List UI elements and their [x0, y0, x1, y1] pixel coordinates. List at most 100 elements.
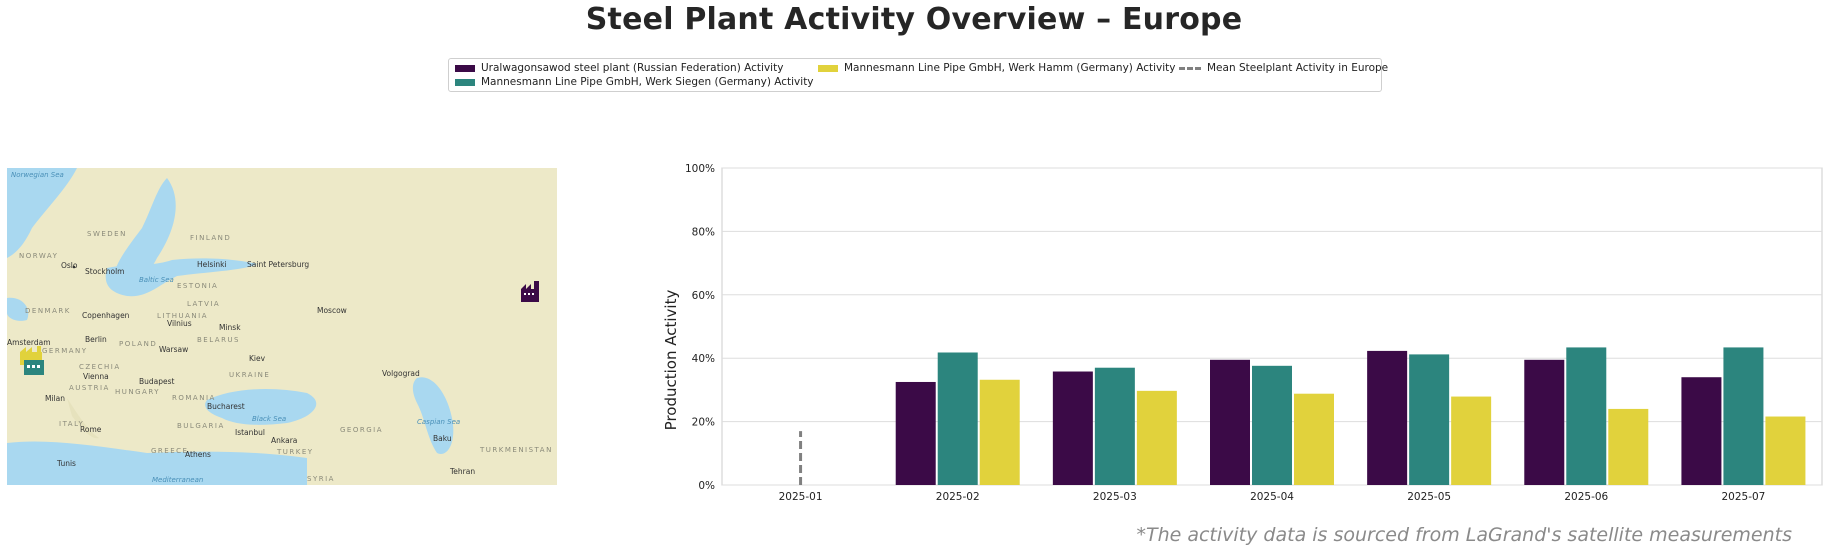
map-label-sea: Caspian Sea	[417, 418, 460, 426]
marker-uralwagonsawod-roof	[521, 284, 531, 289]
caspian-sea-water	[412, 377, 454, 454]
marker-window	[528, 293, 530, 295]
map-land	[7, 168, 557, 485]
bar	[1252, 365, 1292, 485]
map-label-sea: Mediterranean	[152, 476, 203, 484]
map-label-city: Vienna	[83, 372, 109, 381]
bar	[1524, 359, 1565, 485]
y-tick-label: 60%	[692, 290, 715, 302]
y-tick-label: 0%	[698, 480, 715, 492]
marker-uralwagonsawod-body	[521, 289, 539, 302]
map-label-city: Tehran	[449, 467, 475, 476]
legend-swatch	[455, 78, 475, 86]
marker-window	[524, 293, 526, 295]
mediterranean-water	[7, 441, 307, 485]
x-tick-label: 2025-04	[1250, 491, 1294, 500]
x-tick-label: 2025-01	[779, 491, 823, 500]
map-label-city: Rome	[80, 425, 102, 434]
marker-hamm-chimney	[37, 346, 41, 354]
marker-hamm-roof	[20, 347, 32, 352]
bar	[1367, 350, 1408, 485]
map-label-country: GEORGIA	[340, 426, 383, 434]
north-sea-water	[7, 297, 29, 321]
legend-label: Mannesmann Line Pipe GmbH, Werk Hamm (Ge…	[844, 62, 1176, 74]
marker-window	[532, 293, 534, 295]
legend-swatch	[818, 64, 838, 72]
map-label-country: HUNGARY	[115, 388, 160, 396]
factory-icon[interactable]	[521, 281, 539, 302]
legend-swatch	[455, 64, 475, 72]
map-label-city: Copenhagen	[82, 311, 130, 320]
map-label-country: UKRAINE	[229, 371, 270, 379]
legend-label: Mean Steelplant Activity in Europe	[1207, 62, 1389, 74]
europe-map[interactable]: Norwegian Sea Baltic Sea Black Sea Caspi…	[7, 168, 557, 485]
map-label-city: Milan	[45, 394, 65, 403]
map-label-city: Warsaw	[159, 345, 188, 354]
y-tick-label: 100%	[685, 163, 715, 175]
chart-canvas: 0% 20% 40% 60% 80% 100% 2025-01 2025-02 2025-03 2…	[662, 163, 1823, 503]
map-label-city: Berlin	[85, 335, 107, 344]
legend-label: Mannesmann Line Pipe GmbH, Werk Siegen (…	[481, 76, 814, 88]
footnote: *The activity data is sourced from LaGra…	[1136, 524, 1792, 546]
factory-icon[interactable]	[24, 360, 44, 375]
chart-title: Steel Plant Activity Overview – Europe	[585, 2, 1243, 37]
map-label-sea: Black Sea	[252, 415, 286, 423]
map-label-country: NORWAY	[19, 252, 58, 260]
map-label-city: Athens	[185, 450, 211, 459]
bar	[1210, 359, 1250, 485]
map-label-city: Bucharest	[207, 402, 245, 411]
map-label-country: GREECE	[151, 447, 188, 455]
map-label-city: Kiev	[249, 354, 266, 363]
map-label-country: CZECHIA	[79, 363, 121, 371]
black-sea-water	[205, 388, 317, 425]
bar	[1765, 416, 1806, 485]
legend: Uralwagonsawod steel plant (Russian Fede…	[448, 58, 1388, 92]
map-label-country: TURKEY	[276, 448, 314, 456]
bar	[937, 352, 978, 485]
legend-label: Uralwagonsawod steel plant (Russian Fede…	[481, 62, 784, 74]
map-label-city: Vilnius	[167, 319, 192, 328]
y-tick-label: 20%	[692, 417, 715, 429]
x-tick-label: 2025-06	[1564, 491, 1608, 500]
bar	[979, 379, 1020, 485]
marker-window	[27, 365, 30, 368]
map-label-country: SWEDEN	[87, 230, 127, 238]
map-label-country: LITHUANIA	[157, 312, 208, 320]
map-label-city: Budapest	[139, 377, 175, 386]
map-label-country: ESTONIA	[177, 282, 218, 290]
map-label-country: ROMANIA	[172, 394, 216, 402]
map-label-city: Ankara	[271, 436, 297, 445]
map-label-city: Oslo	[61, 261, 78, 270]
marker-window	[32, 365, 35, 368]
bar	[1294, 393, 1334, 485]
map-label-country: LATVIA	[187, 300, 220, 308]
map-canvas: Norwegian Sea Baltic Sea Black Sea Caspi…	[7, 168, 557, 485]
marker-uralwagonsawod-chimney	[534, 281, 539, 291]
map-label-country: BELARUS	[197, 336, 240, 344]
city-dot	[72, 265, 76, 269]
map-label-country: BULGARIA	[177, 422, 225, 430]
y-axis-label: Production Activity	[662, 290, 680, 431]
map-label-city: Saint Petersburg	[247, 260, 309, 269]
map-label-city: Tunis	[56, 459, 76, 468]
map-label-city: Amsterdam	[7, 338, 51, 347]
map-label-city: Volgograd	[382, 369, 420, 378]
marker-window	[37, 365, 40, 368]
x-tick-label: 2025-07	[1721, 491, 1765, 500]
map-label-country: SYRIA	[307, 475, 335, 483]
y-tick-label: 40%	[692, 353, 715, 365]
bar	[1723, 347, 1764, 485]
map-label-country: FINLAND	[190, 234, 231, 242]
gulf-of-bothnia-water	[114, 178, 176, 285]
bar	[1052, 371, 1093, 485]
y-tick-label: 80%	[692, 226, 715, 238]
map-label-city: Istanbul	[235, 428, 265, 437]
map-label-country: AUSTRIA	[69, 384, 110, 392]
bar	[1681, 377, 1722, 485]
legend-dash-line	[1179, 66, 1201, 70]
bar	[1136, 390, 1177, 485]
bar	[1566, 347, 1607, 485]
map-label-city: Moscow	[317, 306, 347, 315]
legend-item-hamm: Mannesmann Line Pipe GmbH, Werk Hamm (Ge…	[818, 62, 1176, 74]
legend-item-mean: Mean Steelplant Activity in Europe	[1179, 62, 1388, 74]
